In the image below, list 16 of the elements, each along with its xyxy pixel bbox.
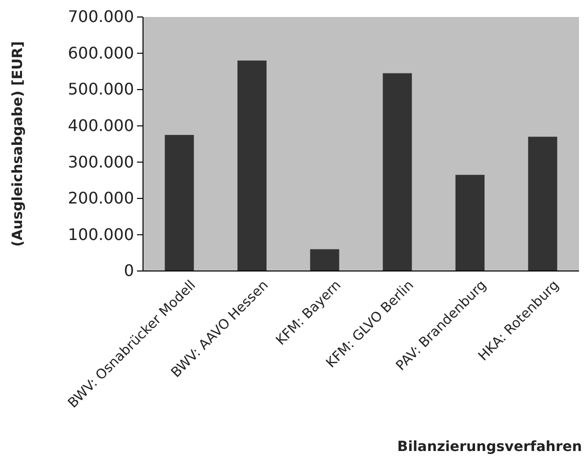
y-tick-label: 500.000 — [68, 80, 134, 99]
bar — [455, 174, 485, 271]
y-tick-label: 100.000 — [68, 224, 134, 244]
y-tick-label: 0 — [124, 261, 134, 280]
x-axis-title: Bilanzierungsverfahren — [397, 439, 582, 455]
y-tick-label: 400.000 — [68, 116, 134, 135]
y-tick-label: 700.000 — [68, 7, 134, 26]
bar — [528, 136, 558, 271]
bar — [310, 249, 340, 271]
y-tick-label: 300.000 — [68, 152, 134, 172]
y-tick-label: 200.000 — [68, 188, 134, 208]
bar — [382, 73, 412, 271]
bar — [164, 134, 194, 271]
y-axis-title: (Ausgleichsabgabe) [EUR] — [10, 41, 26, 247]
bar — [237, 60, 267, 271]
y-tick-label: 600.000 — [68, 43, 134, 62]
